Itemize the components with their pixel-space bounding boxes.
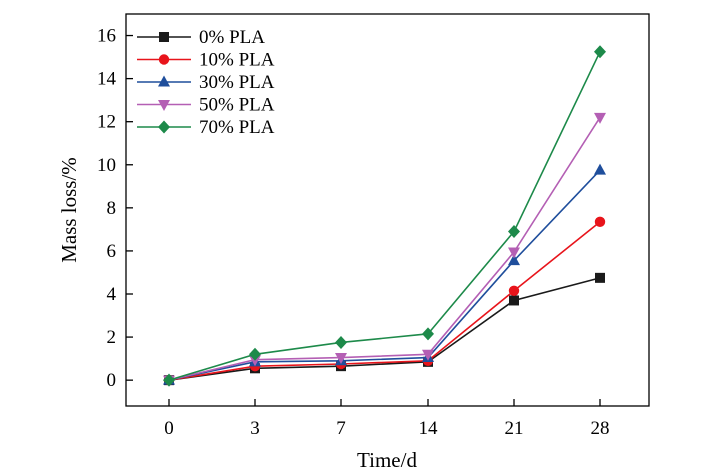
- data-point: [422, 327, 434, 341]
- data-point: [163, 373, 175, 387]
- series-line: [168, 221, 601, 381]
- legend-item: 50% PLA: [137, 95, 275, 116]
- y-axis-title: Mass loss/%: [57, 157, 81, 263]
- data-point: [508, 285, 520, 296]
- legend-item: 10% PLA: [137, 50, 275, 71]
- legend-marker: [159, 32, 169, 42]
- legend-label: 10% PLA: [199, 50, 275, 71]
- legend-label: 70% PLA: [199, 117, 275, 138]
- series-line: [168, 51, 601, 381]
- y-tick-label: 6: [107, 241, 117, 262]
- series-line: [168, 116, 601, 381]
- legend-marker: [158, 75, 170, 87]
- data-point: [594, 45, 606, 59]
- series-1: [163, 216, 606, 386]
- x-tick-label: 28: [591, 418, 610, 439]
- x-axis-title: Time/d: [357, 448, 417, 472]
- legend-label: 30% PLA: [199, 72, 275, 93]
- y-tick-label: 0: [107, 370, 117, 391]
- y-tick-label: 4: [107, 284, 117, 305]
- plot-frame: [125, 13, 650, 407]
- data-point: [335, 335, 347, 349]
- series-0: [164, 272, 605, 386]
- y-tick-label: 2: [107, 327, 117, 348]
- legend-marker: [158, 54, 170, 65]
- data-point: [422, 349, 434, 361]
- y-tick-label: 8: [107, 198, 117, 219]
- legend-label: 50% PLA: [199, 95, 275, 116]
- legend-item: 30% PLA: [137, 72, 275, 93]
- legend-label: 0% PLA: [199, 27, 265, 48]
- y-tick-label: 16: [97, 26, 116, 47]
- y-tick-label: 14: [97, 69, 117, 90]
- series-2: [163, 163, 606, 385]
- legend-item: 0% PLA: [137, 27, 265, 48]
- series-line: [168, 169, 601, 381]
- data-point: [508, 247, 520, 259]
- data-point: [509, 295, 519, 306]
- series-line: [168, 277, 601, 381]
- legend-marker: [158, 100, 170, 111]
- legend-marker: [158, 120, 170, 134]
- x-tick-label: 14: [419, 418, 439, 439]
- data-point: [508, 254, 520, 266]
- data-point: [508, 225, 520, 239]
- data-point: [594, 112, 606, 124]
- data-point: [594, 216, 606, 228]
- x-tick-label: 3: [250, 418, 260, 439]
- data-point: [595, 272, 605, 283]
- x-tick-label: 7: [336, 418, 346, 439]
- y-tick-label: 12: [97, 112, 116, 133]
- series-4: [163, 45, 606, 387]
- legend-item: 70% PLA: [137, 117, 275, 138]
- data-point: [335, 353, 347, 365]
- series-3: [163, 112, 606, 387]
- data-point: [249, 347, 261, 361]
- x-tick-label: 0: [164, 418, 174, 439]
- x-tick-label: 21: [505, 418, 524, 439]
- axis-ticks: 0 2 4 6 8 10 12 14 16 0 3 7 14 21 28: [97, 26, 610, 439]
- data-point: [594, 163, 606, 175]
- y-tick-label: 10: [97, 155, 116, 176]
- plot-layer: [163, 45, 606, 387]
